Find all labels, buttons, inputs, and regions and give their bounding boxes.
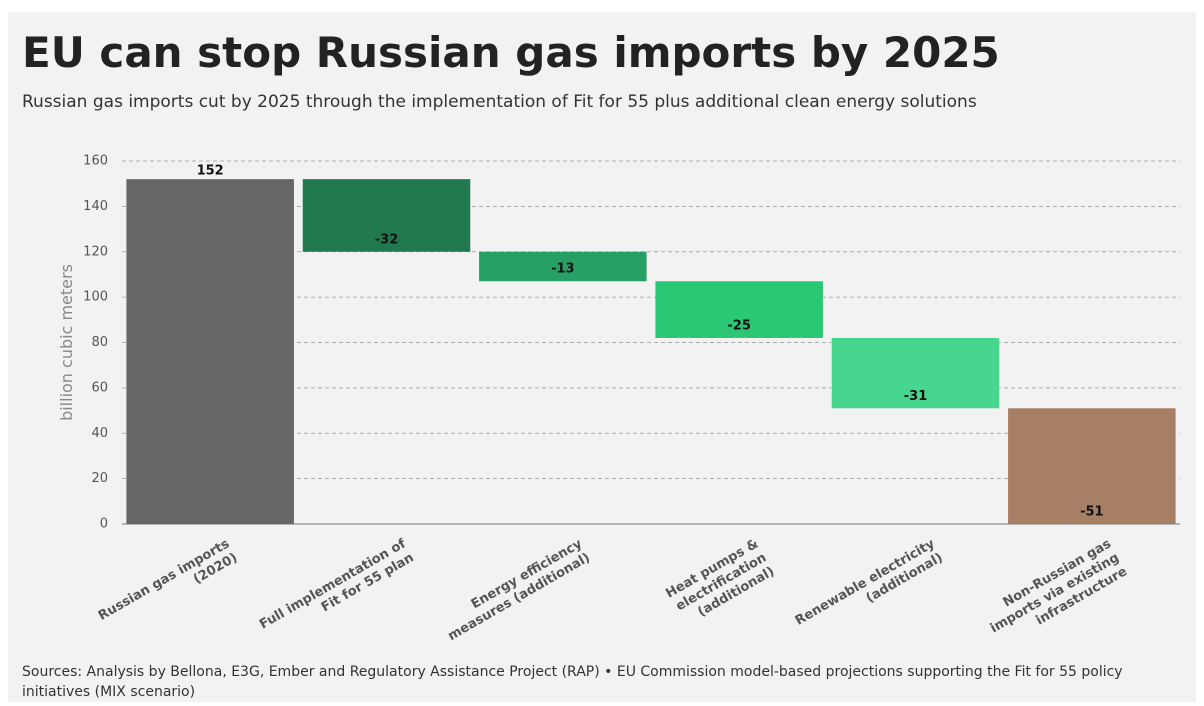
x-tick-label: Heat pumps &electrification(additional) bbox=[663, 536, 777, 629]
chart-subtitle: Russian gas imports cut by 2025 through … bbox=[22, 92, 977, 112]
x-tick-label: Non-Russian gasimports via existinginfra… bbox=[980, 536, 1130, 650]
bar bbox=[655, 281, 823, 338]
y-tick-label: 160 bbox=[83, 154, 108, 169]
y-tick-label: 20 bbox=[91, 471, 108, 486]
x-tick-label: Russian gas imports(2020) bbox=[96, 536, 240, 637]
x-tick-label: Energy efficiencymeasures (additional) bbox=[438, 536, 594, 644]
chart-title: EU can stop Russian gas imports by 2025 bbox=[22, 28, 1000, 77]
y-tick-label: 0 bbox=[100, 517, 108, 532]
y-tick-label: 140 bbox=[83, 199, 108, 214]
value-label: -13 bbox=[551, 262, 575, 277]
value-label: -32 bbox=[375, 232, 399, 247]
bar bbox=[1008, 408, 1176, 524]
value-label: -51 bbox=[1080, 505, 1104, 520]
value-label: -31 bbox=[904, 389, 928, 404]
y-tick-label: 40 bbox=[91, 426, 108, 441]
bar bbox=[126, 179, 294, 524]
x-tick-label: Full implementation ofFit for 55 plan bbox=[257, 536, 417, 646]
y-axis-label: billion cubic meters bbox=[57, 264, 76, 421]
bar bbox=[479, 251, 647, 282]
value-label: -25 bbox=[727, 318, 751, 333]
y-tick-label: 100 bbox=[83, 290, 108, 305]
bar bbox=[302, 179, 471, 252]
source-note: Sources: Analysis by Bellona, E3G, Ember… bbox=[22, 664, 1123, 700]
y-tick-label: 60 bbox=[91, 380, 108, 395]
bar bbox=[831, 337, 1000, 409]
value-label: 152 bbox=[197, 164, 224, 179]
y-tick-label: 80 bbox=[91, 335, 108, 350]
y-tick-label: 120 bbox=[83, 244, 108, 259]
x-tick-label: Renewable electricity(additional) bbox=[793, 536, 946, 642]
